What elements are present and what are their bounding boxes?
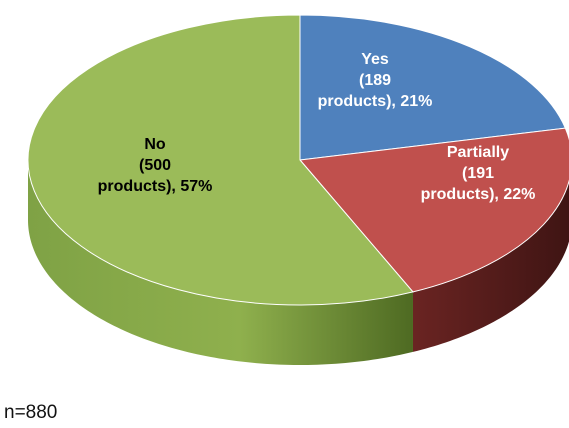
slice-label-line: products), 22% (421, 186, 536, 203)
slice-label-line: products), 57% (98, 178, 213, 195)
slice-label-no: No (500 products), 57% (98, 136, 213, 195)
slice-label-line: (189 (359, 72, 391, 89)
slice-label-yes: Yes (189 products), 21% (318, 51, 433, 110)
slice-label-partially: Partially (191 products), 22% (421, 144, 536, 203)
pie-slice-no (27, 14, 414, 306)
slice-label-line: (191 (462, 165, 494, 182)
slice-label-line: Partially (447, 144, 509, 161)
pie-slice-partially (299, 127, 569, 293)
pie-side-partially (412, 181, 569, 352)
slice-label-line: (500 (139, 157, 171, 174)
slice-label-line: Yes (361, 51, 389, 68)
pie-labels: Yes (189 products), 21% Partially (191 produc… (98, 51, 536, 203)
pie-slice-yes (299, 14, 567, 161)
sample-size-note: n=880 (4, 402, 58, 423)
pie-sides (28, 160, 569, 365)
slice-label-line: No (144, 136, 166, 153)
pie-slices (27, 14, 569, 306)
pie-side-no (28, 160, 413, 365)
slice-label-line: products), 21% (318, 93, 433, 110)
pie-chart: Yes (189 products), 21% Partially (191 produc… (27, 14, 569, 365)
